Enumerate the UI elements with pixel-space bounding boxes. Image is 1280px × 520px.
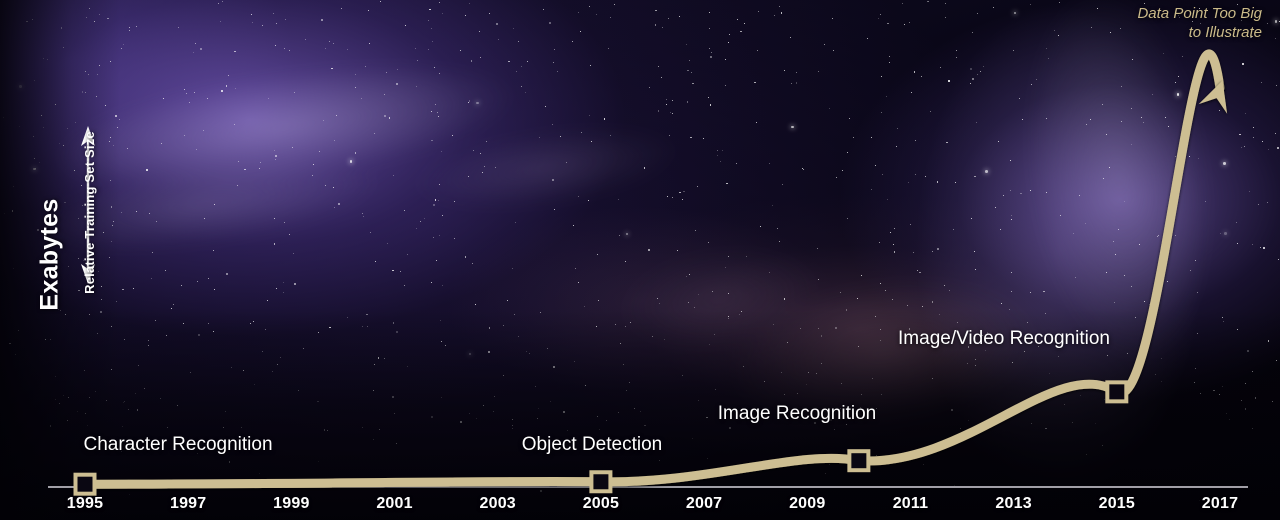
x-tick-2015: 2015 [1098,495,1136,512]
x-tick-2005: 2005 [582,495,620,512]
y-axis-subtitle: Relative Training Set Size [81,131,97,294]
data-point-marker-1995 [73,472,97,496]
x-tick-2013: 2013 [995,495,1032,512]
data-point-marker-2005 [589,470,613,494]
curve-arrowhead [1198,80,1228,114]
x-tick-2001: 2001 [376,495,413,512]
x-tick-2009: 2009 [789,495,826,512]
x-tick-2003: 2003 [479,495,516,512]
data-point-markers [73,380,1129,496]
too-big-annotation: Data Point Too Big to Illustrate [1137,4,1262,42]
annotation-line-1: Data Point Too Big [1137,5,1262,22]
data-point-marker-2010 [847,449,871,473]
point-label-2015: Image/Video Recognition [898,328,1110,349]
y-axis-range-arrow [81,126,95,284]
x-tick-1995: 1995 [66,495,104,512]
data-point-marker-2015 [1105,380,1129,404]
point-label-1995: Character Recognition [83,434,273,455]
x-tick-2007: 2007 [685,495,723,512]
x-tick-1999: 1999 [273,495,310,512]
y-axis-title: Exabytes [35,198,64,311]
trend-curve [80,49,1225,489]
point-label-2010: Image Recognition [717,403,877,424]
x-tick-2011: 2011 [892,495,929,512]
x-tick-2017: 2017 [1201,495,1239,512]
x-tick-1997: 1997 [169,495,207,512]
left-vignette [0,0,120,520]
point-label-2005: Object Detection [521,434,663,455]
annotation-line-2: to Illustrate [1188,24,1262,42]
